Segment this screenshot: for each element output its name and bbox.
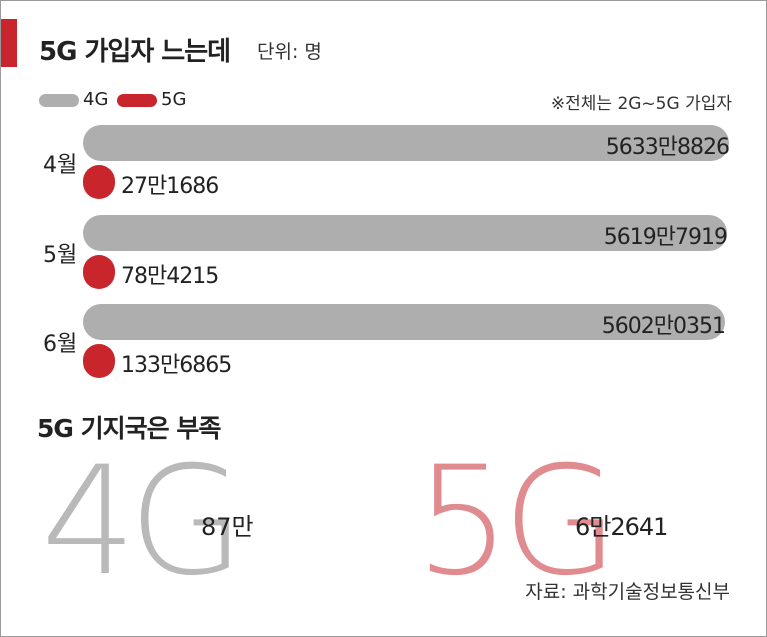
bar-4g [83,125,729,161]
bar-5g-value-label: 27만1686 [121,174,219,199]
bar-4g [83,304,725,340]
bar-5g [83,344,115,378]
unit-label: 단위: 명 [257,41,322,63]
stations-4g-value: 87만 [201,513,254,541]
stations-5g-label: 5G [415,435,619,609]
bar-4g-value-label: 5602만0351 [601,314,726,339]
bar-4g-value-label: 5633만8826 [605,135,730,160]
category-label: 6월 [43,332,78,357]
legend-5g-swatch [117,94,157,107]
bar-5g [83,255,115,289]
bar-5g-value-label: 133만6865 [121,353,232,378]
stations-title: 5G 기지국은 부족 [37,414,221,443]
category-label: 4월 [43,153,78,178]
bar-4g-value-label: 5619만7919 [603,225,728,250]
stations-5g-value: 6만2641 [575,513,668,541]
stations-4g-label: 4G [41,435,245,609]
category-label: 5월 [43,243,78,268]
bar-5g [83,165,115,199]
title-accent-bar [1,19,17,67]
legend-5g-label: 5G [161,89,187,110]
source-credit: 자료: 과학기술정보통신부 [525,581,730,603]
chart-title: 5G 가입자 느는데 [39,37,231,67]
footnote: ※전체는 2G~5G 가입자 [550,94,732,114]
bar-5g-value-label: 78만4215 [121,264,219,289]
legend-4g-swatch [39,94,79,107]
legend-4g-label: 4G [83,89,109,110]
bar-4g [83,215,727,251]
